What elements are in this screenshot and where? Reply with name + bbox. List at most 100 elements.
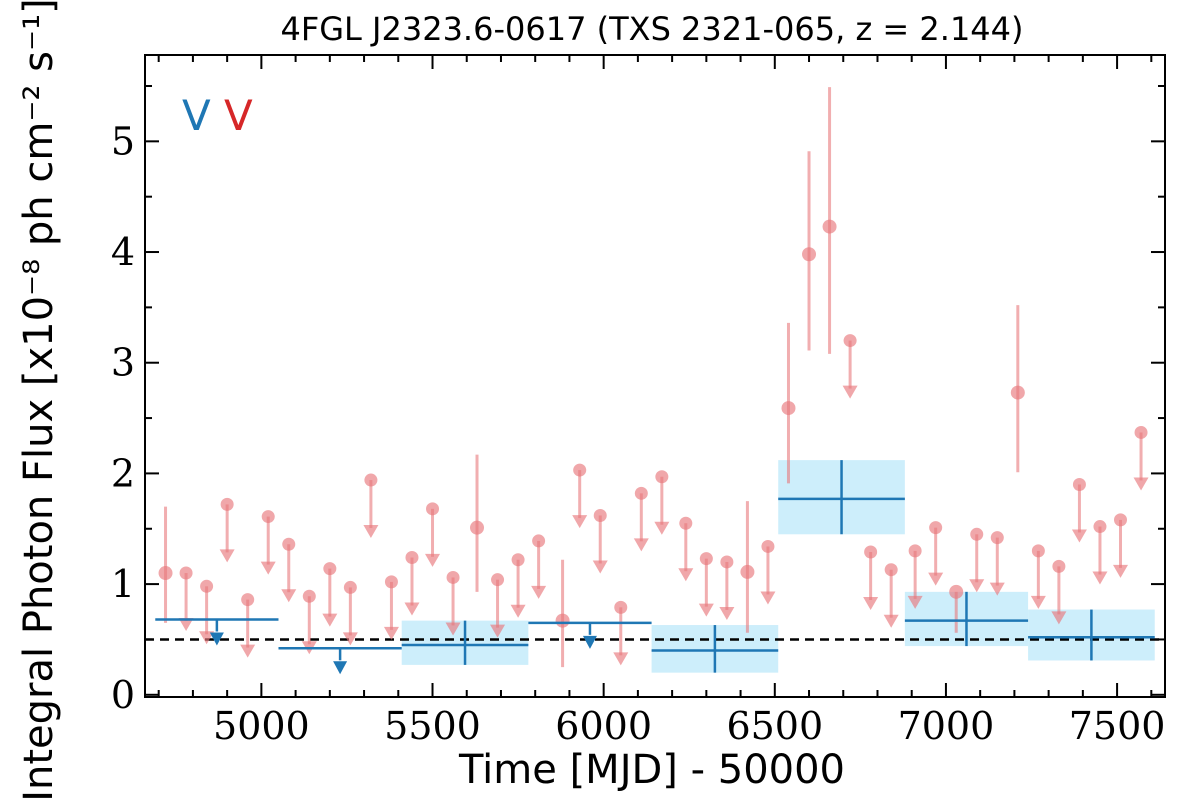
legend-marker-long-bins: V bbox=[182, 91, 211, 140]
upper-limit-point bbox=[614, 600, 628, 614]
labels-layer: 4FGL J2323.6-0617 (TXS 2321-065, z = 2.1… bbox=[16, 0, 1024, 800]
upper-limit-arrow bbox=[928, 572, 944, 586]
y-tick-label: 0 bbox=[111, 673, 135, 717]
y-axis-label: Integral Photon Flux [x10⁻⁸ ph cm⁻² s⁻¹] bbox=[16, 0, 62, 800]
chart-title: 4FGL J2323.6-0617 (TXS 2321-065, z = 2.1… bbox=[280, 10, 1023, 48]
upper-limit-point bbox=[364, 473, 378, 487]
upper-limit-point bbox=[1052, 559, 1066, 573]
x-tick-label: 7500 bbox=[1069, 704, 1166, 748]
upper-limit-point bbox=[1114, 513, 1128, 527]
upper-limit-arrow bbox=[698, 603, 714, 617]
detection-point bbox=[802, 247, 817, 262]
x-tick-label: 5000 bbox=[213, 704, 310, 748]
upper-limit-arrow bbox=[1030, 595, 1046, 609]
upper-limit-arrow bbox=[719, 606, 735, 620]
plot-frame bbox=[144, 54, 1166, 698]
upper-limit-arrow bbox=[1071, 529, 1087, 543]
upper-limit-point bbox=[679, 516, 693, 530]
upper-limit-point bbox=[573, 463, 587, 477]
upper-limit-point bbox=[200, 579, 214, 593]
legend-marker-short-bins: V bbox=[224, 91, 253, 140]
upper-limit-point bbox=[261, 510, 275, 524]
upper-limit-arrow bbox=[383, 626, 399, 640]
upper-limit-point bbox=[446, 570, 460, 584]
upper-limit-arrow bbox=[178, 618, 194, 632]
detection-point bbox=[781, 401, 796, 416]
detection-point bbox=[822, 219, 837, 234]
upper-limit-arrow bbox=[989, 582, 1005, 596]
upper-limit-point bbox=[179, 566, 193, 580]
detection-point bbox=[158, 566, 173, 581]
upper-limit-arrow bbox=[240, 644, 256, 658]
upper-limit-point bbox=[761, 539, 775, 553]
upper-limit-arrow bbox=[219, 549, 235, 563]
x-tick-label: 5500 bbox=[384, 704, 481, 748]
upper-limit-arrow bbox=[363, 525, 379, 539]
upper-limit-arrow bbox=[199, 631, 215, 645]
binned-upper-limit-arrow bbox=[209, 632, 224, 646]
upper-limit-point bbox=[1031, 544, 1045, 558]
upper-limit-arrow bbox=[281, 589, 297, 603]
upper-limit-point bbox=[1093, 520, 1107, 534]
y-tick-label: 4 bbox=[111, 230, 135, 274]
long-bin-layer bbox=[155, 460, 1155, 675]
y-tick-label: 3 bbox=[111, 341, 135, 385]
y-tick-label: 5 bbox=[111, 119, 135, 163]
upper-limit-arrow bbox=[425, 553, 441, 567]
upper-limit-point bbox=[220, 497, 234, 511]
upper-limit-arrow bbox=[1092, 571, 1108, 585]
upper-limit-point bbox=[929, 521, 943, 535]
upper-limit-point bbox=[491, 573, 505, 587]
upper-limit-point bbox=[655, 470, 669, 484]
binned-flux-bands bbox=[401, 460, 1155, 673]
upper-limit-point bbox=[699, 552, 713, 566]
y-tick-label: 2 bbox=[111, 451, 135, 495]
y-tick-label: 1 bbox=[111, 562, 135, 606]
upper-limit-point bbox=[908, 544, 922, 558]
upper-limit-arrow bbox=[592, 560, 608, 574]
upper-limit-point bbox=[384, 575, 398, 589]
upper-limit-point bbox=[593, 508, 607, 522]
upper-limit-arrow bbox=[531, 585, 547, 599]
upper-limit-arrow bbox=[510, 604, 526, 618]
upper-limit-point bbox=[990, 531, 1004, 545]
x-axis-label: Time [MJD] - 50000 bbox=[458, 747, 845, 793]
upper-limit-arrow bbox=[760, 591, 776, 605]
upper-limit-arrow bbox=[969, 579, 985, 593]
detection-point bbox=[1010, 385, 1025, 400]
upper-limit-arrow bbox=[907, 595, 923, 609]
upper-limit-point bbox=[720, 555, 734, 569]
x-tick-label: 6000 bbox=[555, 704, 652, 748]
x-tick-label: 6500 bbox=[726, 704, 823, 748]
upper-limit-point bbox=[282, 537, 296, 551]
upper-limit-point bbox=[864, 545, 878, 559]
upper-limit-point bbox=[970, 527, 984, 541]
upper-limit-point bbox=[1134, 425, 1148, 439]
upper-limit-arrow bbox=[572, 515, 588, 529]
upper-limit-arrow bbox=[490, 624, 506, 638]
upper-limit-point bbox=[426, 502, 440, 516]
upper-limit-point bbox=[511, 553, 525, 567]
upper-limit-point bbox=[343, 580, 357, 594]
axes-layer: 5000 5500 6000 6500 7000 7500 0 1 2 3 4 5 bbox=[111, 54, 1166, 748]
detection-point bbox=[740, 564, 755, 579]
upper-limit-point bbox=[1072, 477, 1086, 491]
detection-point bbox=[949, 584, 964, 599]
upper-limit-arrow bbox=[1113, 564, 1129, 578]
short-bin-layer bbox=[158, 87, 1149, 668]
upper-limit-arrow bbox=[678, 568, 694, 582]
detection-point bbox=[555, 613, 570, 628]
upper-limit-arrow bbox=[633, 538, 649, 552]
upper-limit-arrow bbox=[842, 385, 858, 399]
upper-limit-arrow bbox=[883, 614, 899, 628]
binned-upper-limit-arrow bbox=[582, 635, 597, 649]
upper-limit-arrow bbox=[1051, 611, 1067, 625]
upper-limit-arrow bbox=[613, 652, 629, 666]
upper-limit-point bbox=[843, 334, 857, 348]
upper-limit-arrow bbox=[1133, 477, 1149, 491]
upper-limit-point bbox=[884, 563, 898, 577]
upper-limit-point bbox=[634, 486, 648, 500]
upper-limit-point bbox=[241, 593, 255, 607]
binned-upper-limit-arrow bbox=[333, 661, 348, 675]
